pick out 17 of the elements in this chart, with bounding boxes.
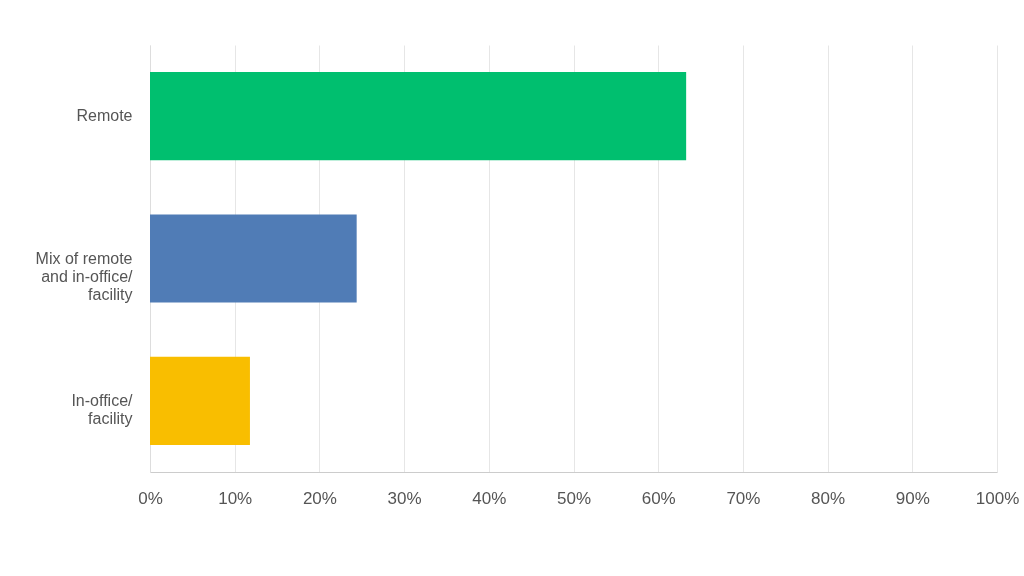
y-tick-label: In-office/ facility bbox=[71, 391, 134, 427]
bar bbox=[150, 214, 357, 303]
y-tick-label: Mix of remote and in-office/ facility bbox=[35, 249, 134, 303]
bar bbox=[150, 356, 250, 445]
x-tick-label: 60% bbox=[641, 488, 676, 508]
x-tick-label: 50% bbox=[556, 488, 592, 508]
x-tick-label: 30% bbox=[387, 488, 422, 508]
x-tick-label: 100% bbox=[975, 488, 1020, 508]
y-tick-label: Remote bbox=[76, 107, 133, 125]
x-tick-label: 10% bbox=[218, 488, 253, 508]
x-tick-label: 90% bbox=[895, 488, 930, 508]
x-tick-label: 70% bbox=[726, 488, 761, 508]
x-tick-label: 80% bbox=[811, 488, 846, 508]
x-tick-label: 40% bbox=[472, 488, 507, 508]
x-tick-label: 20% bbox=[302, 488, 337, 508]
bar bbox=[150, 72, 687, 161]
x-tick-label: 0% bbox=[138, 488, 163, 508]
